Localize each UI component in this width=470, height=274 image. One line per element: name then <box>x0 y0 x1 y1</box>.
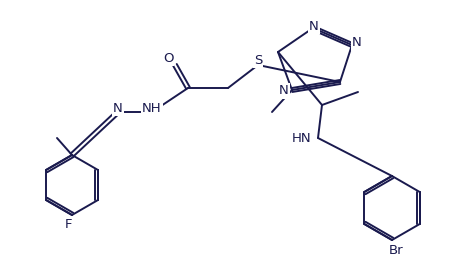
Text: O: O <box>163 52 173 64</box>
Text: N: N <box>352 36 362 50</box>
Text: N: N <box>309 19 319 33</box>
Text: NH: NH <box>142 101 162 115</box>
Text: N: N <box>113 101 123 115</box>
Text: HN: HN <box>292 132 312 144</box>
Text: F: F <box>65 218 73 230</box>
Text: Br: Br <box>389 244 403 256</box>
Text: N: N <box>279 84 289 98</box>
Text: S: S <box>254 53 262 67</box>
